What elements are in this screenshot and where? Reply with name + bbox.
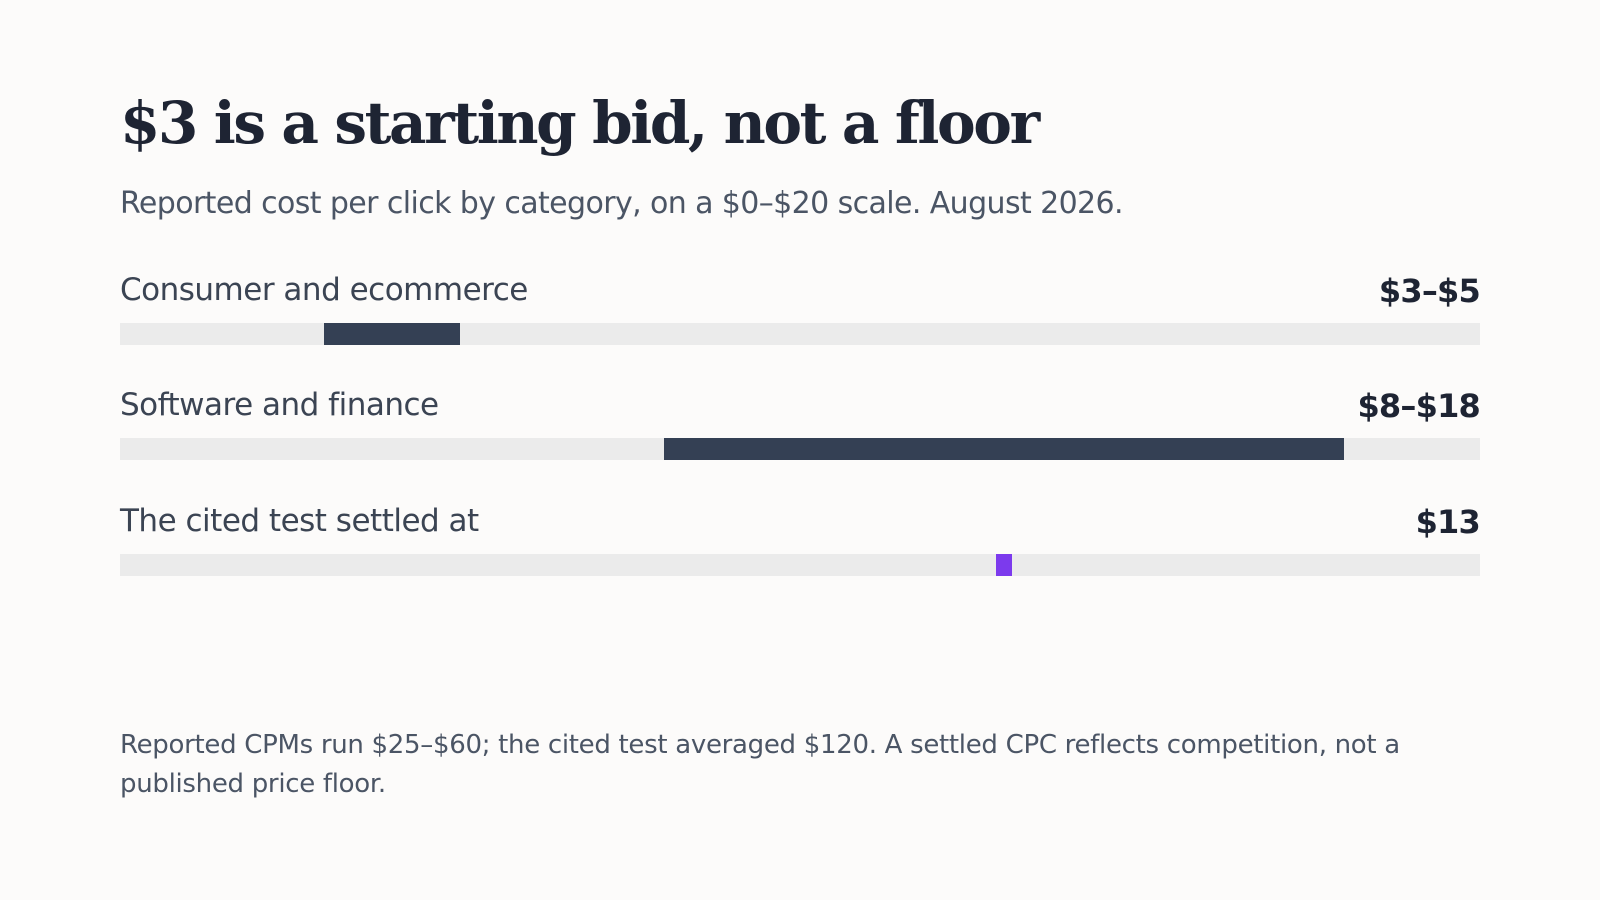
- bar-track: [120, 438, 1480, 460]
- row-value-label: $8–$18: [1357, 387, 1480, 425]
- bar-track: [120, 323, 1480, 345]
- row-value-label: $3–$5: [1378, 272, 1481, 310]
- row-label: Software and finance: [120, 387, 439, 423]
- row-value-label: $13: [1415, 503, 1481, 541]
- chart-subtitle: Reported cost per click by category, on …: [120, 186, 1124, 221]
- row-label: Consumer and ecommerce: [120, 272, 528, 308]
- bar-track: [120, 554, 1480, 576]
- range-bar-consumer-ecommerce: [324, 323, 460, 345]
- footnote: Reported CPMs run $25–$60; the cited tes…: [120, 730, 1400, 799]
- range-bar-software-finance: [664, 438, 1344, 460]
- point-marker-cited-test: [996, 554, 1012, 576]
- chart-title: $3 is a starting bid, not a floor: [120, 89, 1040, 157]
- row-label: The cited test settled at: [120, 503, 479, 539]
